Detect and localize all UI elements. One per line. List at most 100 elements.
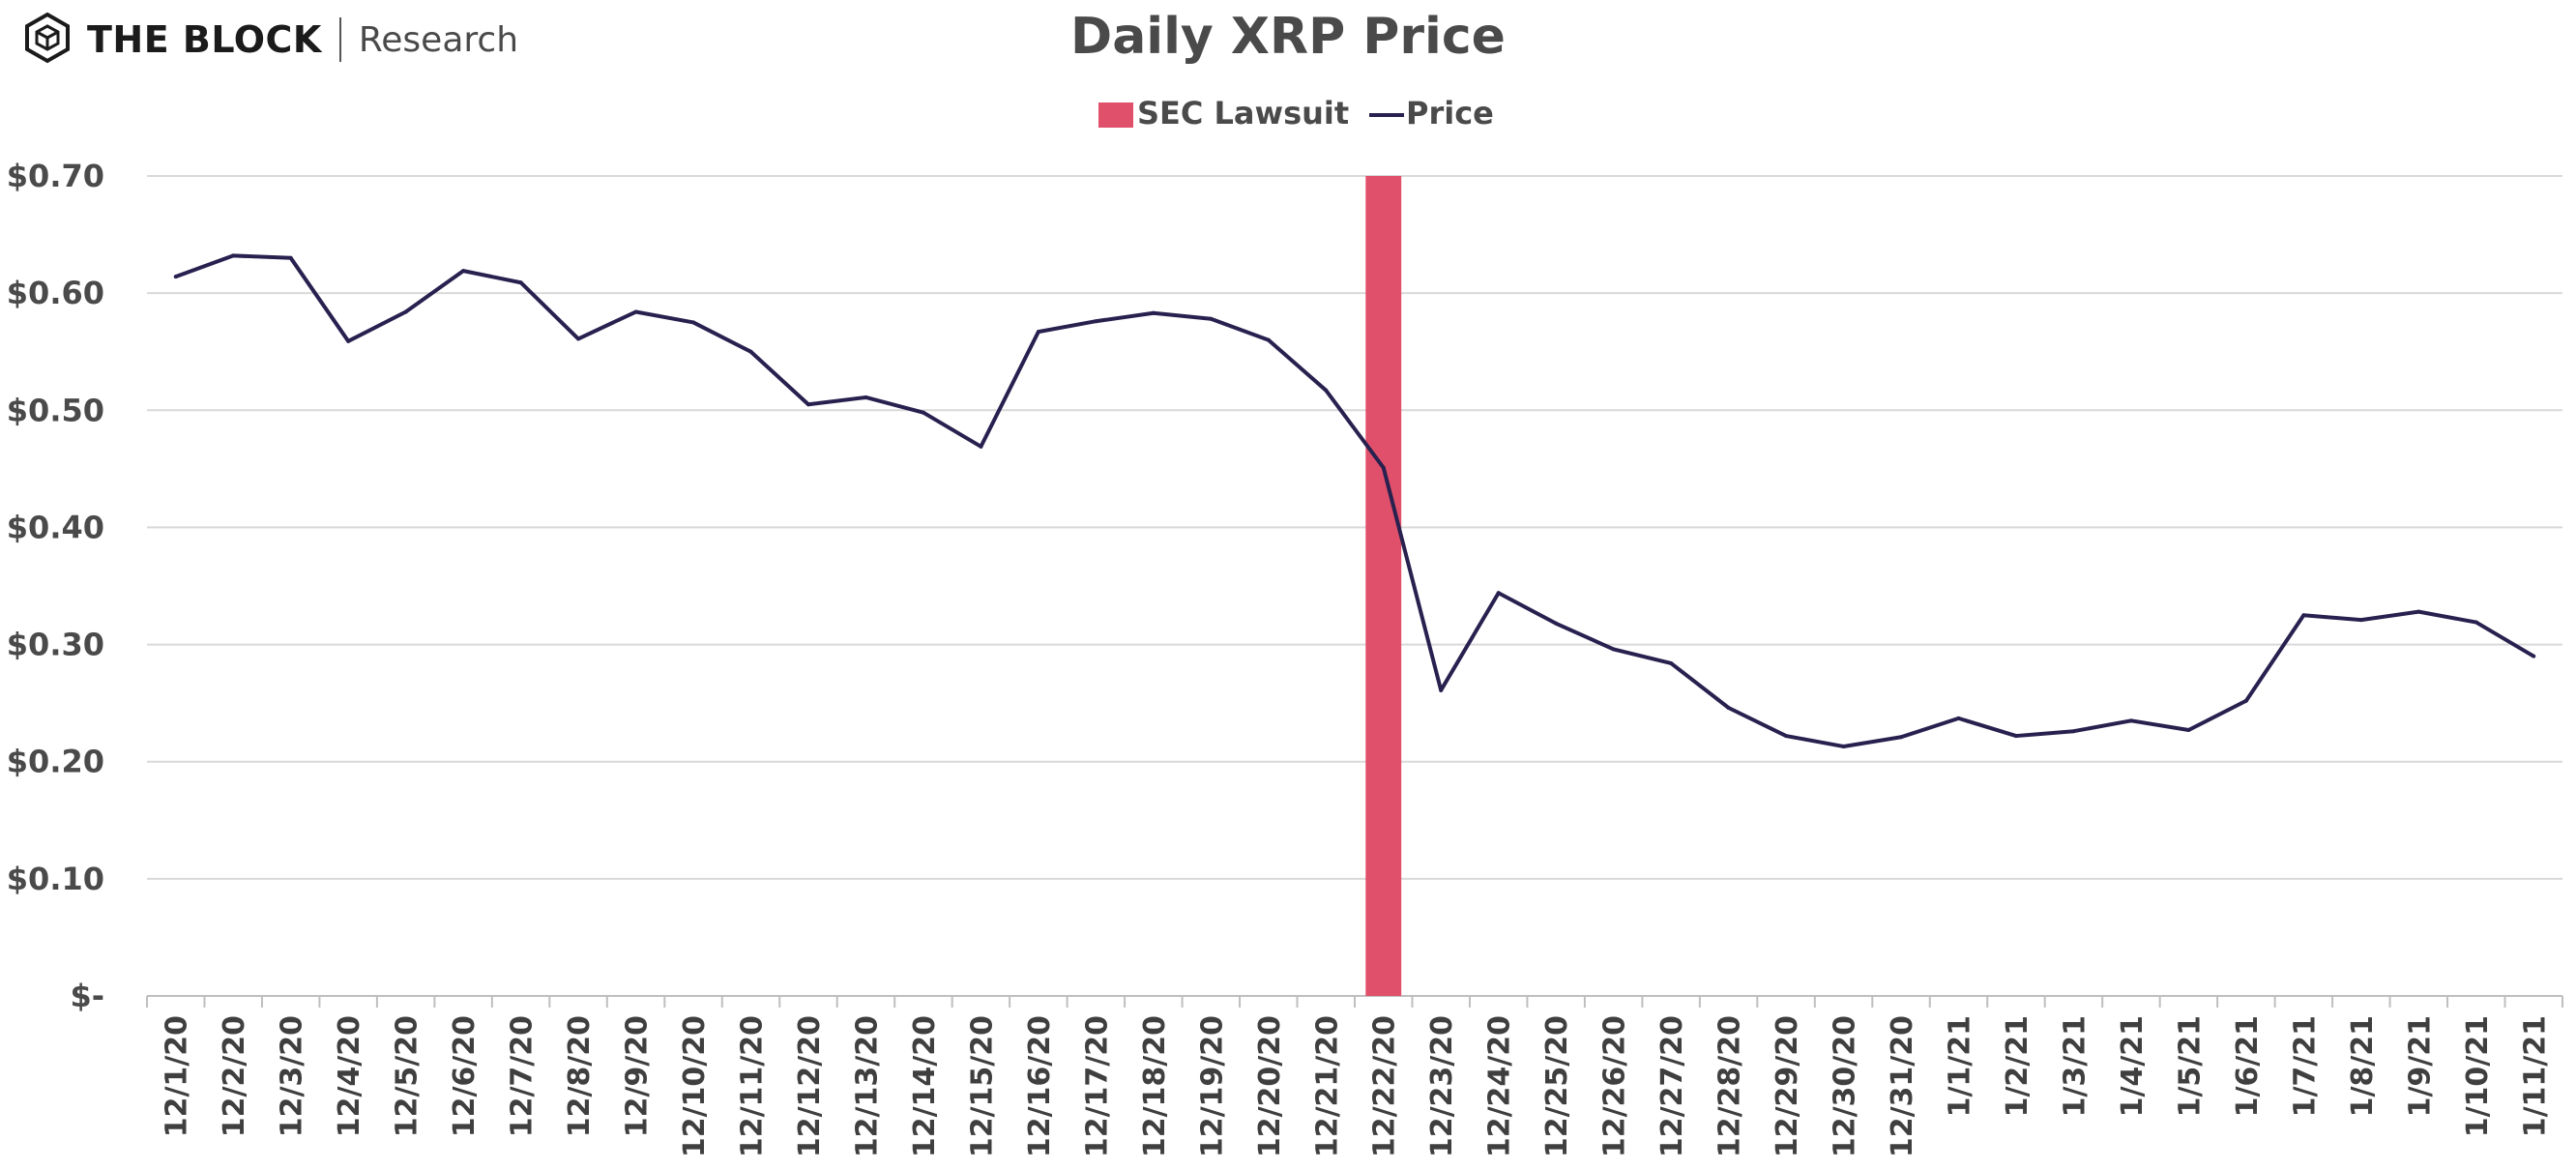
x-tick-label: 12/22/20 — [1368, 1015, 1402, 1157]
x-tick-label: 1/6/21 — [2231, 1015, 2265, 1117]
x-tick-label: 12/26/20 — [1598, 1015, 1632, 1157]
x-tick-label: 12/21/20 — [1310, 1015, 1344, 1157]
price-point — [2243, 698, 2248, 703]
x-axis: 12/1/20 12/2/20 12/3/20 12/4/20 12/5/20 12/6/… — [161, 1015, 2553, 1157]
x-tick-label: 12/7/20 — [506, 1015, 540, 1137]
sec-lawsuit-series — [1365, 176, 1402, 996]
x-tick-label: 1/7/21 — [2288, 1015, 2322, 1117]
price-line — [175, 253, 2535, 748]
gridlines — [146, 175, 2563, 1008]
price-point — [1209, 316, 1214, 321]
y-tick-label: $0.30 — [7, 627, 104, 663]
x-tick-label: 12/8/20 — [563, 1015, 597, 1137]
price-point — [2416, 609, 2421, 614]
x-tick-label: 12/25/20 — [1540, 1015, 1574, 1157]
x-tick-label: 1/9/21 — [2403, 1015, 2437, 1117]
y-tick-label: $0.10 — [7, 861, 104, 897]
x-tick-label: 12/24/20 — [1483, 1015, 1517, 1157]
y-tick-label: $- — [70, 978, 104, 1014]
price-point — [403, 309, 408, 314]
price-point — [1036, 330, 1040, 335]
legend-label-sec-lawsuit: SEC Lawsuit — [1137, 95, 1349, 132]
x-tick-label: 12/28/20 — [1713, 1015, 1747, 1157]
y-tick-label: $0.50 — [7, 392, 104, 428]
legend-label-price: Price — [1406, 95, 1494, 132]
price-point — [231, 253, 236, 258]
x-tick-label: 1/8/21 — [2346, 1015, 2380, 1117]
price-point — [1324, 388, 1329, 393]
y-tick-label: $0.40 — [7, 509, 104, 545]
price-point — [288, 255, 293, 260]
price-point — [805, 402, 810, 407]
x-tick-label: 12/9/20 — [621, 1015, 655, 1137]
x-tick-label: 12/31/20 — [1886, 1015, 1919, 1157]
x-tick-label: 1/11/21 — [2518, 1015, 2552, 1137]
y-tick-label: $0.20 — [7, 744, 104, 780]
legend-swatch-sec-lawsuit — [1098, 102, 1133, 128]
x-tick-label: 12/27/20 — [1655, 1015, 1689, 1157]
price-point — [2301, 613, 2306, 618]
brand-divider — [338, 17, 341, 62]
x-tick-label: 12/17/20 — [1080, 1015, 1114, 1157]
price-point — [576, 336, 581, 341]
price-point — [1439, 687, 1444, 692]
brand-header: THE BLOCK Research — [21, 8, 518, 72]
x-tick-label: 12/16/20 — [1023, 1015, 1057, 1157]
x-tick-label: 12/6/20 — [448, 1015, 482, 1137]
price-point — [979, 444, 983, 449]
brand-name: THE BLOCK — [87, 18, 322, 61]
price-point — [346, 338, 351, 343]
x-tick-label: 12/4/20 — [333, 1015, 366, 1137]
x-tick-label: 12/11/20 — [736, 1015, 770, 1157]
x-tick-label: 12/30/20 — [1829, 1015, 1862, 1157]
price-point — [1956, 716, 1961, 720]
price-point — [921, 410, 925, 415]
x-tick-label: 1/10/21 — [2461, 1015, 2495, 1137]
x-tick-label: 12/15/20 — [965, 1015, 999, 1157]
x-tick-label: 12/13/20 — [850, 1015, 884, 1157]
price-point — [748, 349, 753, 354]
price-series — [173, 253, 2536, 748]
x-tick-label: 12/12/20 — [793, 1015, 827, 1157]
x-tick-label: 12/23/20 — [1425, 1015, 1459, 1157]
price-point — [1381, 465, 1386, 470]
price-point — [2474, 620, 2478, 625]
chart-title: Daily XRP Price — [1070, 8, 1506, 66]
x-tick-label: 1/2/21 — [2001, 1015, 2034, 1117]
price-point — [2071, 729, 2076, 734]
x-tick-label: 1/5/21 — [2173, 1015, 2207, 1117]
x-tick-label: 1/3/21 — [2058, 1015, 2092, 1117]
x-tick-label: 12/10/20 — [678, 1015, 712, 1157]
x-tick-label: 1/4/21 — [2116, 1015, 2150, 1117]
price-point — [2186, 728, 2191, 733]
x-tick-label: 12/18/20 — [1138, 1015, 1172, 1157]
price-point — [1841, 744, 1846, 748]
x-tick-label: 12/5/20 — [391, 1015, 424, 1137]
x-tick-label: 12/3/20 — [276, 1015, 309, 1137]
price-point — [1094, 319, 1098, 324]
price-point — [633, 309, 638, 314]
price-point — [1496, 591, 1501, 596]
x-tick-label: 12/20/20 — [1253, 1015, 1287, 1157]
x-tick-label: 12/29/20 — [1771, 1015, 1804, 1157]
x-tick-label: 1/1/21 — [1944, 1015, 1977, 1117]
price-point — [1554, 621, 1559, 626]
price-point — [1726, 705, 1731, 710]
x-tick-label: 12/1/20 — [161, 1015, 194, 1137]
y-axis: $- $0.10 $0.20 $0.30 $0.40 $0.50 $0.60 $0.70 — [7, 158, 104, 1014]
price-point — [518, 280, 523, 285]
price-point — [2358, 618, 2363, 623]
cube-logo-icon — [21, 12, 73, 69]
price-point — [461, 269, 466, 274]
price-point — [2128, 718, 2133, 723]
price-point — [1151, 310, 1156, 315]
y-tick-label: $0.70 — [7, 158, 104, 194]
price-point — [1784, 734, 1789, 739]
price-point — [2013, 734, 2018, 739]
x-tick-label: 12/14/20 — [908, 1015, 942, 1157]
x-tick-label: 12/19/20 — [1195, 1015, 1229, 1157]
price-point — [1899, 735, 1904, 740]
price-point — [1611, 647, 1616, 652]
brand-subtitle: Research — [358, 19, 519, 60]
